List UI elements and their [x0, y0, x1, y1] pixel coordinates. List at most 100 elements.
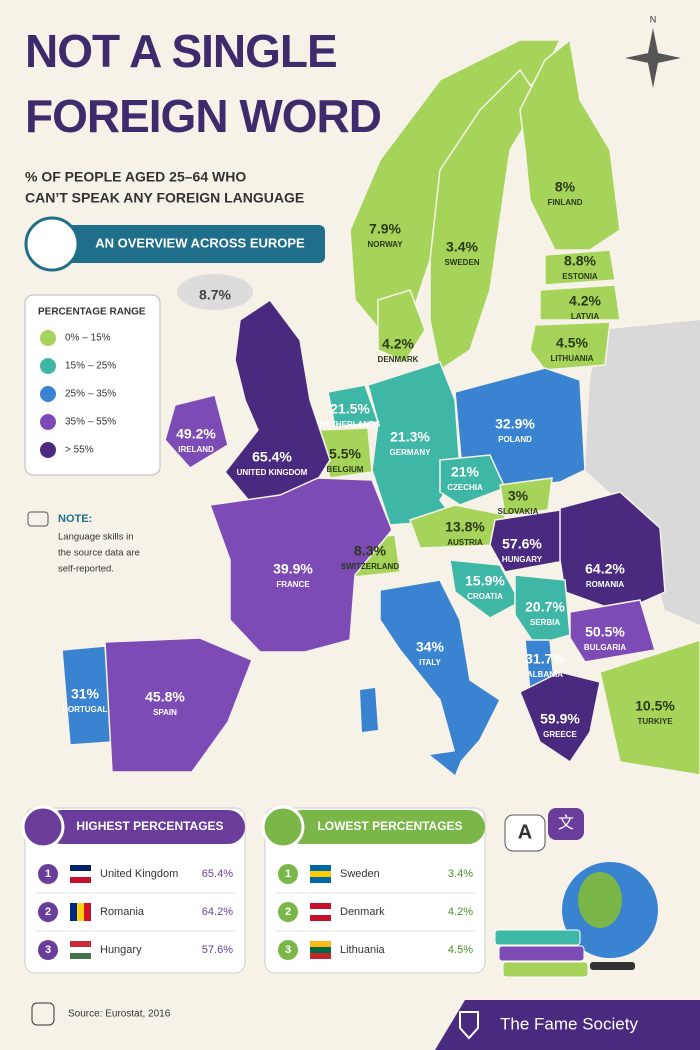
legend-box: [24, 294, 161, 476]
country-value: 21.3%: [390, 429, 430, 445]
country-shape: [439, 454, 507, 506]
country-name: TURKIYE: [637, 717, 673, 726]
rank-badge: [278, 940, 298, 960]
note-text: the source data are: [58, 548, 140, 559]
country-value: 59.9%: [540, 711, 580, 727]
country-shape: [519, 671, 601, 764]
country-shape: [599, 639, 700, 776]
flag-stripe: [310, 871, 331, 877]
country-value: 31.7%: [525, 651, 565, 667]
source: Source: Eurostat, 2016: [68, 1009, 171, 1020]
country-value: 31%: [71, 686, 100, 702]
country-value: 7.9%: [369, 221, 401, 237]
legend-swatch: [40, 330, 56, 346]
sicily: [430, 750, 465, 775]
panel-icon: [21, 805, 65, 849]
flag-stripe: [310, 909, 331, 915]
country-name: SERBIA: [530, 618, 560, 627]
panel-title: LOWEST PERCENTAGES: [317, 819, 462, 833]
rank-badge: [38, 902, 58, 922]
country-name: NORWAY: [367, 240, 403, 249]
non-eu-land: [585, 320, 700, 625]
flag-stripe: [70, 947, 91, 953]
country-name: ITALY: [419, 658, 441, 667]
legend-label: 0% – 15%: [65, 333, 111, 344]
value: 4.5%: [448, 944, 473, 956]
country-shape: [164, 394, 229, 469]
flag-stripe: [310, 903, 331, 909]
country: Sweden: [340, 868, 380, 880]
legend-swatch: [40, 442, 56, 458]
legend-label: > 55%: [65, 445, 94, 456]
flag-stripe: [70, 953, 91, 959]
flag-stripe: [77, 903, 84, 921]
flag-stripe: [70, 903, 77, 921]
subtitle: CAN’T SPEAK ANY FOREIGN LANGUAGE: [25, 190, 304, 206]
country-shape: [489, 509, 571, 573]
country-value: 65.4%: [252, 449, 292, 465]
panel-bg: [24, 807, 246, 974]
country-value: 39.9%: [273, 561, 313, 577]
book: [494, 929, 581, 946]
brand-shield: [459, 1011, 479, 1040]
banner-icon: [24, 216, 80, 272]
speech-b: [548, 808, 584, 840]
country-value: 4.5%: [556, 335, 588, 351]
legend-title: PERCENTAGE RANGE: [38, 307, 146, 318]
country-value: 21%: [451, 464, 480, 480]
country-name: BELGIUM: [327, 465, 364, 474]
globe-stand: [590, 962, 635, 970]
flag-stripe: [310, 947, 331, 953]
flag-stripe: [310, 915, 331, 921]
country: Lithuania: [340, 944, 386, 956]
country-name: NETHERLANDS: [320, 420, 381, 429]
country-name: ROMANIA: [586, 580, 624, 589]
country-value: 5.5%: [329, 446, 361, 462]
value: 65.4%: [202, 868, 233, 880]
country-shape: [429, 68, 541, 372]
title: FOREIGN WORD: [25, 90, 381, 142]
country-name: BULGARIA: [584, 643, 626, 652]
subtitle: % OF PEOPLE AGED 25–64 WHO: [25, 169, 246, 185]
legend-swatch: [40, 414, 56, 430]
flag-stripe: [70, 865, 91, 871]
country: Hungary: [100, 944, 142, 956]
rank: 3: [285, 944, 291, 956]
country-value: 8%: [555, 179, 576, 195]
country: Denmark: [340, 906, 385, 918]
country-value: 64.2%: [585, 561, 625, 577]
book: [498, 945, 585, 962]
country-name: ESTONIA: [562, 272, 598, 281]
legend-swatch: [40, 358, 56, 374]
brand: The Fame Society: [500, 1014, 638, 1033]
rank: 1: [45, 868, 51, 880]
country-shape: [379, 579, 501, 767]
country-value: 34%: [416, 639, 445, 655]
country-value: 32.9%: [495, 416, 535, 432]
country-name: GREECE: [543, 730, 577, 739]
flag-stripe: [70, 871, 91, 877]
value: 4.2%: [448, 906, 473, 918]
country-value: 15.9%: [465, 573, 505, 589]
country-value: 4.2%: [569, 293, 601, 309]
country-name: CZECHIA: [447, 483, 483, 492]
rank-badge: [278, 864, 298, 884]
country-name: HUNGARY: [502, 555, 543, 564]
iceland-shape: [177, 274, 253, 310]
country-value: 10.5%: [635, 698, 675, 714]
rank: 1: [285, 868, 291, 880]
country-name: GERMANY: [390, 448, 432, 457]
country-name: LITHUANIA: [550, 354, 593, 363]
rank: 2: [285, 906, 291, 918]
icon-text: A: [518, 821, 532, 843]
flag-stripe: [70, 877, 91, 883]
flag-stripe: [84, 903, 91, 921]
country-value: 45.8%: [145, 689, 185, 705]
note-text: Language skills in: [58, 532, 134, 543]
rank-badge: [38, 864, 58, 884]
note-text: self-reported.: [58, 564, 114, 575]
country-shape: [569, 599, 656, 663]
source-icon: [31, 1002, 55, 1026]
country-value: 13.8%: [445, 519, 485, 535]
